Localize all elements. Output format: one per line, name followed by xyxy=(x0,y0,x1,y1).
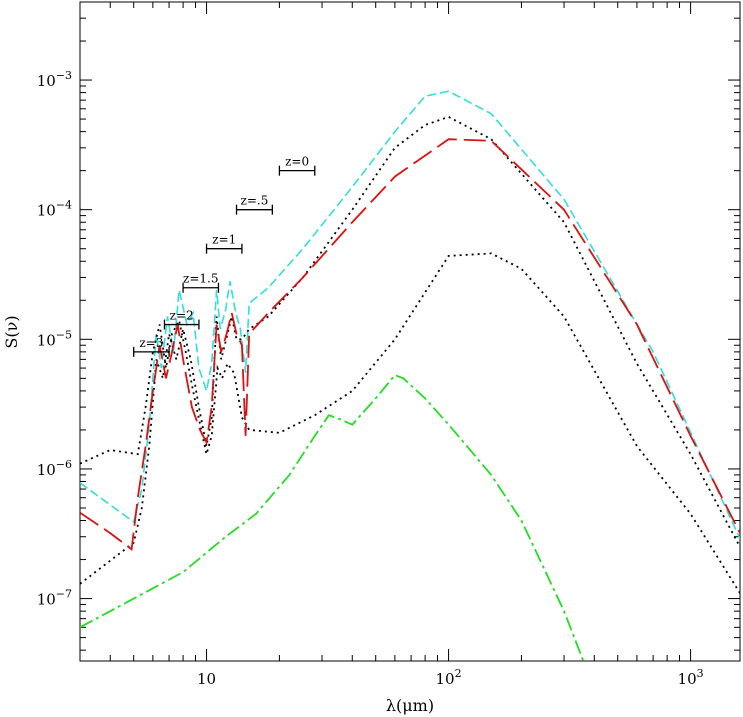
redshift-label: z=0 xyxy=(285,155,309,169)
y-tick-label: 10−3 xyxy=(37,69,72,90)
y-axis-label: S(ν) xyxy=(2,315,21,348)
x-tick-label: 102 xyxy=(436,667,462,688)
series-line-3 xyxy=(80,115,740,585)
y-tick-label: 10−4 xyxy=(37,199,72,220)
redshift-label: z=1 xyxy=(212,233,236,247)
redshift-label: z=2 xyxy=(170,309,194,323)
tick-labels: 10 102 103 10−7 10−6 10−5 10−4 10−3 xyxy=(37,69,704,688)
redshift-bars: z=0 z=.5 z=1 z=1.5 z=2 z=3 xyxy=(133,155,316,357)
y-tick-label: 10−6 xyxy=(37,458,72,479)
series-line-4 xyxy=(80,138,740,551)
y-tick-label: 10−7 xyxy=(37,588,72,609)
redshift-label: z=1.5 xyxy=(183,272,218,286)
redshift-label: z=3 xyxy=(139,336,163,350)
series-line-5 xyxy=(80,374,585,661)
x-tick-label: 103 xyxy=(678,667,704,688)
plot-frame xyxy=(79,1,741,662)
series-layer xyxy=(80,90,740,661)
x-axis-label: λ(μm) xyxy=(386,696,434,715)
redshift-label: z=.5 xyxy=(241,194,269,208)
series-line-1 xyxy=(80,90,740,539)
x-tick-label: 10 xyxy=(197,670,216,688)
axis-ticks xyxy=(79,1,740,661)
series-line-2 xyxy=(80,252,740,594)
y-tick-label: 10−5 xyxy=(37,328,72,349)
